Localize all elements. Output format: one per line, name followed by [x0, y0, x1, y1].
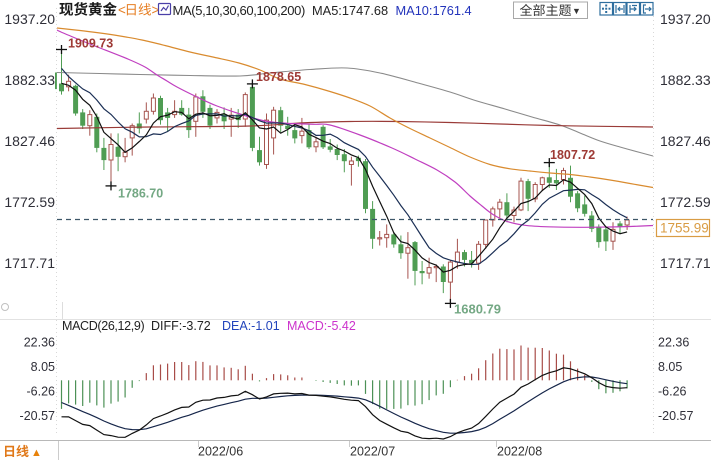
svg-text:<: <: [118, 3, 126, 18]
svg-text:1772.59: 1772.59: [4, 194, 55, 210]
svg-text:1717.71: 1717.71: [660, 255, 711, 271]
svg-text:1882.33: 1882.33: [4, 72, 55, 88]
svg-text:1882.33: 1882.33: [660, 72, 711, 88]
svg-text:MACD:-5.42: MACD:-5.42: [287, 319, 356, 333]
svg-text:-20.57: -20.57: [20, 409, 55, 423]
svg-text:1786.70: 1786.70: [118, 187, 163, 201]
svg-text:-6.26: -6.26: [27, 385, 56, 399]
svg-text:▲: ▲: [31, 447, 42, 459]
svg-text:1807.72: 1807.72: [550, 148, 595, 162]
svg-text:22.36: 22.36: [658, 336, 689, 350]
svg-text:MA(5,10,30,60,100,200): MA(5,10,30,60,100,200): [173, 3, 306, 18]
svg-text:1827.46: 1827.46: [660, 133, 711, 149]
svg-text:22.36: 22.36: [24, 336, 55, 350]
svg-text:2022/08: 2022/08: [497, 445, 542, 459]
svg-text:8.05: 8.05: [658, 360, 682, 374]
svg-text:-20.57: -20.57: [658, 409, 693, 423]
svg-text:2022/06: 2022/06: [198, 445, 243, 459]
svg-text:DEA:-1.01: DEA:-1.01: [222, 319, 280, 333]
svg-text:8.05: 8.05: [31, 360, 55, 374]
svg-text:1937.20: 1937.20: [4, 11, 55, 27]
svg-text:MA5:1747.68: MA5:1747.68: [312, 3, 388, 18]
svg-text:2022/07: 2022/07: [350, 445, 395, 459]
svg-text:1755.99: 1755.99: [660, 221, 709, 236]
svg-text:1772.59: 1772.59: [660, 194, 711, 210]
svg-text:▼: ▼: [572, 6, 581, 16]
svg-text:1827.46: 1827.46: [4, 133, 55, 149]
svg-text:MACD(26,12,9): MACD(26,12,9): [62, 319, 144, 333]
svg-text:DIFF:-3.72: DIFF:-3.72: [151, 319, 211, 333]
svg-text:1680.79: 1680.79: [454, 302, 501, 317]
svg-text:1878.65: 1878.65: [256, 70, 301, 84]
svg-text:MA10:1761.4: MA10:1761.4: [396, 3, 472, 18]
svg-text:>: >: [152, 3, 160, 18]
svg-text:1937.20: 1937.20: [660, 11, 711, 27]
svg-text:1909.73: 1909.73: [68, 37, 113, 51]
svg-text:-6.26: -6.26: [658, 385, 687, 399]
svg-text:1717.71: 1717.71: [4, 255, 55, 271]
